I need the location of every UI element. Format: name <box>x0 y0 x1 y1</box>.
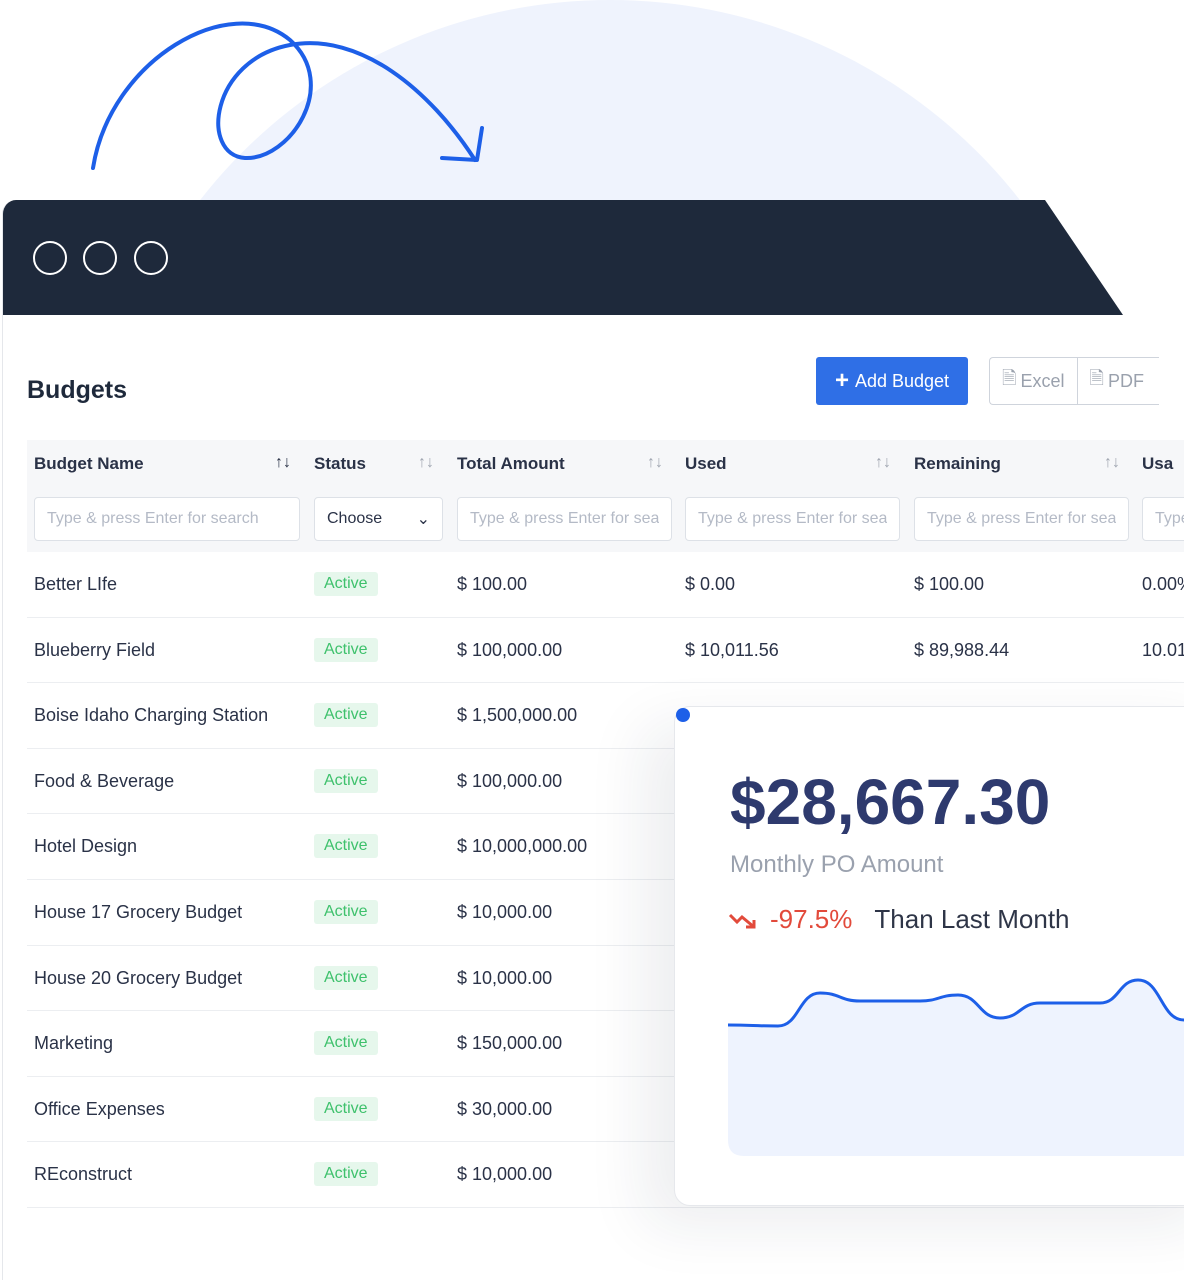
cell-name: REconstruct <box>34 1164 133 1185</box>
excel-label: Excel <box>1020 370 1065 391</box>
pdf-file-icon: 🗎 <box>1089 368 1104 388</box>
card-pin-dot <box>676 708 690 722</box>
table-row[interactable]: Food & Beverage Active $ 100,000.00 <box>27 749 1184 815</box>
column-header-used[interactable]: Used <box>685 454 727 473</box>
table-row[interactable]: Blueberry Field Active $ 100,000.00 $ 10,01… <box>27 618 1184 684</box>
change-percent: -97.5% <box>770 904 853 934</box>
export-group: 🗎 Excel 🗎 PDF <box>989 357 1159 405</box>
cell-name: House 17 Grocery Budget <box>34 902 243 922</box>
po-amount-label: Monthly PO Amount <box>730 851 944 878</box>
cell-status: Active <box>314 768 378 793</box>
sort-icon[interactable]: ↑↓ <box>418 454 434 471</box>
add-budget-label: Add Budget <box>854 370 950 391</box>
sort-icon[interactable]: ↑↓ <box>275 454 291 471</box>
column-header-budget-name[interactable]: Budget Name <box>34 454 144 473</box>
cell-status: Active <box>314 703 378 728</box>
table-row[interactable]: House 20 Grocery Budget Active $ 10,000.00 <box>27 946 1184 1012</box>
table-row[interactable]: House 17 Grocery Budget Active $ 10,000.00 <box>27 880 1184 946</box>
cell-status: Active <box>314 637 378 662</box>
window-titlebar <box>3 200 1123 315</box>
table-row[interactable]: Better LIfe Active $ 100.00 $ 0.00 $ 100.00 0… <box>27 552 1184 618</box>
sparkline-chart <box>728 978 1184 1156</box>
po-amount-value: $28,667.30 <box>730 766 1051 838</box>
cell-total: $ 100,000.00 <box>457 770 563 791</box>
status-filter-value: Choose <box>327 510 383 527</box>
table-row[interactable]: REconstruct Active $ 10,000.00 <box>27 1142 1184 1208</box>
table-row[interactable]: Office Expenses Active $ 30,000.00 <box>27 1077 1184 1143</box>
cell-status: Active <box>314 572 378 596</box>
window-maximize-button[interactable] <box>134 241 168 275</box>
excel-file-icon: 🗎 <box>1002 368 1017 388</box>
cell-used: $ 0.00 <box>685 574 736 594</box>
cell-name: Marketing <box>34 1033 114 1054</box>
cell-total: $ 10,000,000.00 <box>457 836 588 857</box>
cell-usage: 10.01 <box>1142 639 1184 660</box>
sort-icon[interactable]: ↑↓ <box>1104 454 1120 471</box>
cell-used: $ 10,011.56 <box>685 639 779 660</box>
usage-filter-input[interactable] <box>1142 497 1184 541</box>
cell-total: $ 10,000.00 <box>457 967 553 988</box>
chart-line <box>728 978 1184 1028</box>
cell-status: Active <box>314 1162 378 1187</box>
chevron-down-icon: ⌄ <box>416 511 430 528</box>
cell-total: $ 150,000.00 <box>457 1033 563 1054</box>
cell-status: Active <box>314 965 378 990</box>
remaining-filter-input[interactable] <box>914 497 1129 541</box>
cell-name: Food & Beverage <box>34 770 175 791</box>
column-header-usage[interactable]: Usa <box>1142 454 1174 473</box>
table-row[interactable]: Marketing Active $ 150,000.00 <box>27 1011 1184 1077</box>
table-header: Budget Name ↑↓ Status ↑↓ Total Amount ↑↓… <box>27 440 1184 552</box>
total-amount-filter-input[interactable] <box>457 497 672 541</box>
cell-name: Better LIfe <box>34 574 118 594</box>
cell-status: Active <box>314 900 378 924</box>
add-budget-button[interactable]: + Add Budget <box>816 357 968 405</box>
column-header-remaining[interactable]: Remaining <box>914 454 1001 473</box>
cell-status: Active <box>314 1031 378 1056</box>
cell-name: Office Expenses <box>34 1098 165 1119</box>
window-minimize-button[interactable] <box>83 241 117 275</box>
cell-usage: 0.00% <box>1142 574 1184 594</box>
budget-name-filter-input[interactable] <box>34 497 300 541</box>
cell-total: $ 10,000.00 <box>457 1164 553 1185</box>
pdf-button[interactable]: 🗎 PDF <box>1076 358 1156 404</box>
status-filter-select[interactable]: Choose ⌄ <box>314 497 443 541</box>
table-row[interactable]: Hotel Design Active $ 10,000,000.00 <box>27 814 1184 880</box>
cell-total: $ 30,000.00 <box>457 1098 553 1119</box>
cell-status: Active <box>314 834 378 859</box>
cell-total: $ 100,000.00 <box>457 639 563 660</box>
chart-area <box>728 980 1184 1156</box>
cell-total: $ 1,500,000.00 <box>457 705 578 726</box>
column-header-status[interactable]: Status <box>314 454 366 473</box>
cell-remaining: $ 89,988.44 <box>914 639 1010 660</box>
column-header-total-amount[interactable]: Total Amount <box>457 454 565 473</box>
plus-icon: + <box>834 367 849 394</box>
change-label: Than Last Month <box>874 904 1070 934</box>
table-row[interactable]: Boise Idaho Charging Station Active $ 1,50… <box>27 683 1184 749</box>
cell-total: $ 100.00 <box>457 574 528 594</box>
window-close-button[interactable] <box>33 241 67 275</box>
sort-icon[interactable]: ↑↓ <box>875 454 891 471</box>
cell-status: Active <box>314 1096 378 1121</box>
excel-button[interactable]: 🗎 Excel <box>990 358 1077 404</box>
decorative-arrow-icon <box>91 21 484 170</box>
cell-total: $ 10,000.00 <box>457 902 553 922</box>
trend-row: -97.5% Than Last Month <box>728 904 1070 935</box>
sort-icon[interactable]: ↑↓ <box>647 454 663 471</box>
cell-name: House 20 Grocery Budget <box>34 967 243 988</box>
cell-remaining: $ 100.00 <box>914 574 985 594</box>
cell-name: Blueberry Field <box>34 639 156 660</box>
used-filter-input[interactable] <box>685 497 900 541</box>
pdf-label: PDF <box>1107 370 1144 391</box>
page-title: Budgets <box>27 376 127 404</box>
cell-name: Hotel Design <box>34 836 138 857</box>
trend-down-icon <box>728 913 756 928</box>
cell-name: Boise Idaho Charging Station <box>34 705 269 726</box>
